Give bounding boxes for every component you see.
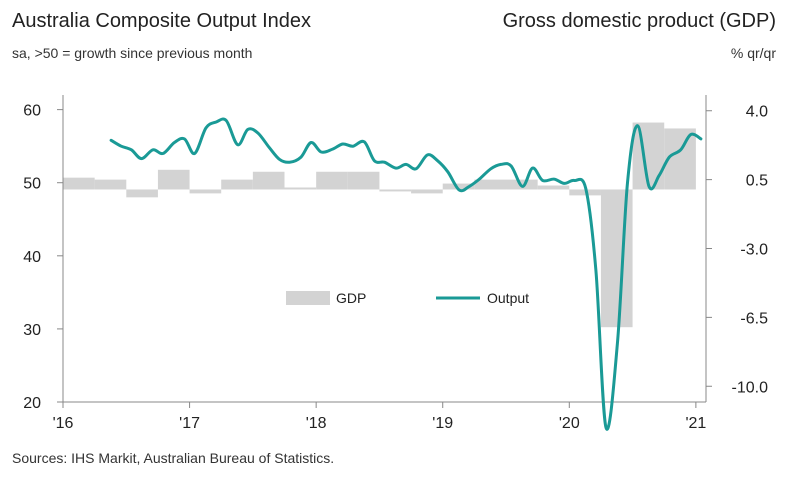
- source-note: Sources: IHS Markit, Australian Bureau o…: [12, 450, 335, 466]
- gdp-bar: [252, 171, 285, 190]
- x-tick-label: '19: [432, 415, 453, 432]
- x-tick-label: '16: [53, 415, 74, 432]
- chart-subtitle-left: sa, >50 = growth since previous month: [12, 45, 253, 61]
- chart-subtitle-right: % qr/qr: [730, 45, 776, 61]
- gdp-bar: [411, 189, 443, 194]
- gdp-bar: [126, 189, 158, 198]
- gdp-bar: [94, 179, 127, 190]
- x-tick-label: '17: [179, 415, 200, 432]
- gdp-bar: [284, 187, 317, 190]
- gdp-bar: [442, 183, 475, 190]
- right-tick-label: -3.0: [740, 242, 768, 259]
- right-tick-label: -10.0: [732, 379, 769, 396]
- right-tick-label: 0.5: [746, 173, 768, 190]
- left-tick-label: 40: [23, 249, 41, 266]
- gdp-bar: [600, 189, 633, 328]
- output-line-layer: [109, 117, 703, 431]
- left-tick-label: 60: [23, 103, 41, 120]
- gdp-bar: [347, 171, 380, 190]
- left-tick-label: 20: [23, 395, 41, 412]
- x-tick-label: '18: [306, 415, 327, 432]
- gdp-bar: [221, 179, 253, 190]
- gdp-bar: [474, 179, 507, 190]
- x-tick-label: '20: [559, 415, 580, 432]
- legend: GDP Output: [286, 290, 529, 306]
- axes: [57, 95, 712, 408]
- left-tick-label: 50: [23, 176, 41, 193]
- output-line: [109, 117, 703, 431]
- gdp-bar: [189, 189, 222, 194]
- left-tick-label: 30: [23, 322, 41, 339]
- gdp-bar: [379, 189, 412, 192]
- gdp-bar: [63, 177, 95, 190]
- x-tick-label: '21: [685, 415, 706, 432]
- legend-gdp-label: GDP: [336, 290, 366, 306]
- gdp-bar: [157, 169, 190, 190]
- chart-title-right: Gross domestic product (GDP): [502, 10, 776, 32]
- chart-title-left: Australia Composite Output Index: [12, 10, 312, 32]
- right-tick-label: 4.0: [746, 104, 768, 121]
- gdp-bar: [316, 171, 348, 190]
- gdp-bar: [537, 185, 570, 190]
- tick-labels: 20 30 40 50 60 4.0 0.5 -3.0 -6.5 -10.0 '16 '17 '18 '1…: [23, 103, 768, 432]
- legend-gdp-swatch: [286, 291, 330, 305]
- legend-output-label: Output: [487, 290, 529, 306]
- right-tick-label: -6.5: [740, 310, 768, 327]
